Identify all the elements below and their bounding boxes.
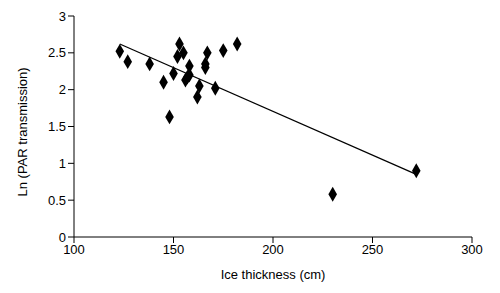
svg-text:Ice thickness (cm): Ice thickness (cm) <box>221 267 326 282</box>
svg-text:2: 2 <box>59 82 66 97</box>
svg-text:100: 100 <box>63 242 85 257</box>
svg-text:2.5: 2.5 <box>48 45 66 60</box>
svg-text:Ln (PAR transmission): Ln (PAR transmission) <box>15 67 30 196</box>
svg-text:0: 0 <box>59 230 66 245</box>
svg-text:150: 150 <box>163 242 185 257</box>
svg-text:3: 3 <box>59 9 66 24</box>
svg-text:0.5: 0.5 <box>48 193 66 208</box>
svg-text:1.5: 1.5 <box>48 119 66 134</box>
svg-text:250: 250 <box>362 242 384 257</box>
svg-text:300: 300 <box>461 242 483 257</box>
svg-text:1: 1 <box>59 156 66 171</box>
svg-text:200: 200 <box>262 242 284 257</box>
